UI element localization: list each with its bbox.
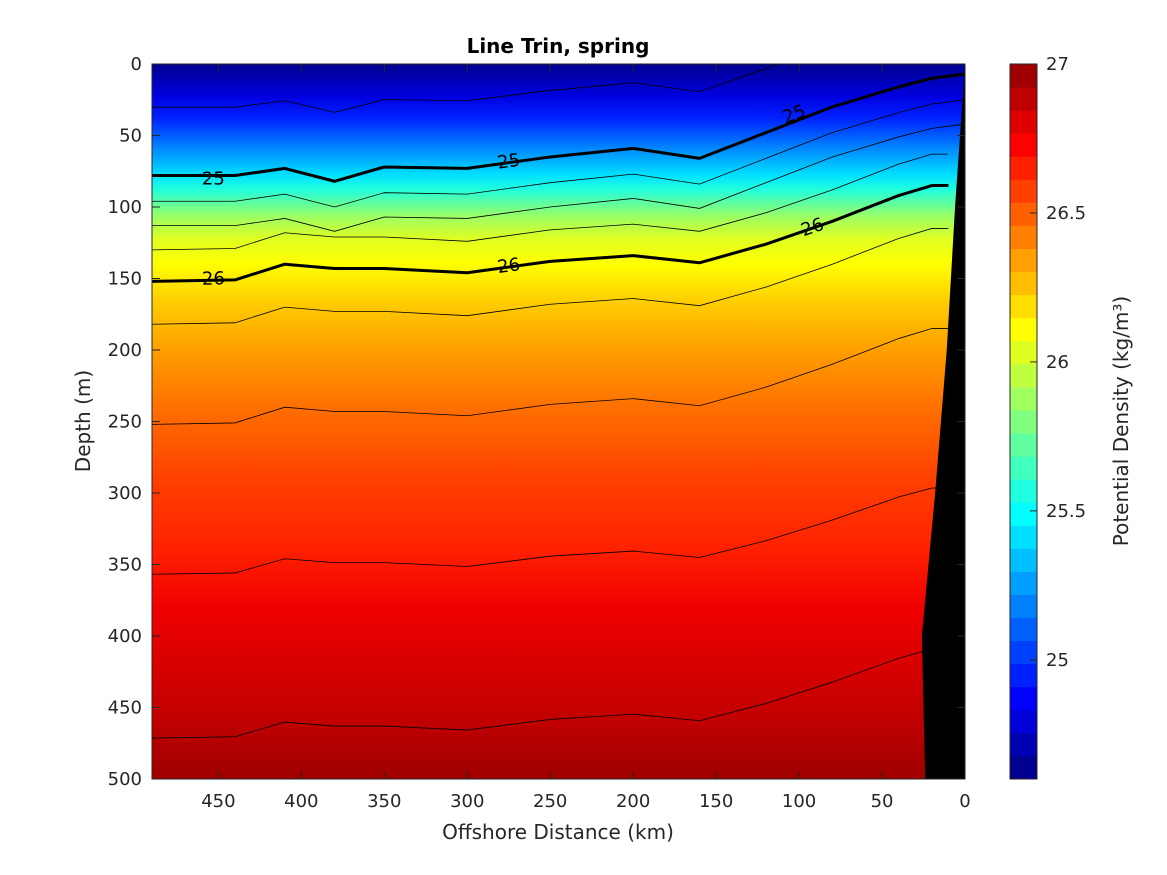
y-tick-label: 50 <box>119 126 142 147</box>
y-tick-label: 400 <box>108 626 142 647</box>
y-axis: 0 50 100 150 200 250 300 350 400 450 500 <box>108 54 965 790</box>
y-tick-label: 0 <box>131 54 142 75</box>
colorbar-tick-label: 25.5 <box>1046 501 1086 522</box>
x-tick-label: 300 <box>450 791 484 812</box>
colorbar-swatch <box>1010 732 1037 757</box>
y-axis-label: Depth (m) <box>71 370 95 472</box>
colorbar-swatch <box>1010 479 1037 503</box>
x-tick-label: 450 <box>201 791 235 812</box>
colorbar-frame <box>1009 63 1038 780</box>
colorbar-swatch <box>1010 686 1037 711</box>
colorbar-swatch <box>1010 225 1037 250</box>
colorbar-swatch <box>1010 386 1037 411</box>
colorbar-swatch <box>1010 64 1037 88</box>
contour-label-1: 26 <box>202 268 225 289</box>
colorbar-swatch <box>1010 110 1037 134</box>
x-tick-label: 400 <box>284 791 318 812</box>
colorbar-axis: 25 25.5 26 26.5 27 <box>1030 54 1086 671</box>
isopycnal-26 <box>152 184 949 283</box>
thin-contour-line <box>152 328 949 425</box>
colorbar-swatch <box>1010 594 1037 619</box>
isopycnal-25 <box>152 72 965 183</box>
contour-label-text: 26 <box>202 268 225 289</box>
chart-title: Line Trin, spring <box>467 34 650 58</box>
thin-contour-line <box>152 123 965 232</box>
x-axis-label: Offshore Distance (km) <box>442 820 674 844</box>
density-field <box>152 64 965 779</box>
colorbar-swatch <box>1010 663 1037 688</box>
colorbar-swatch <box>1010 271 1037 296</box>
y-tick-label: 300 <box>108 483 142 504</box>
y-tick-label: 100 <box>108 197 142 218</box>
thin-contour-line <box>152 228 949 325</box>
x-tick-label: 250 <box>533 791 567 812</box>
y-tick-label: 250 <box>108 412 142 433</box>
colorbar-swatch <box>1010 317 1037 342</box>
y-tick-label: 500 <box>108 769 142 790</box>
y-tick-label: 150 <box>108 269 142 290</box>
thin-contour-line <box>152 99 965 208</box>
x-tick-label: 0 <box>959 791 970 812</box>
bottom-topography <box>921 64 965 779</box>
contour-label-text: 26 <box>496 254 522 278</box>
contour-label-text: 25 <box>496 150 522 174</box>
contour-label-2: 25 <box>496 150 522 174</box>
y-tick-label: 450 <box>108 698 142 719</box>
colorbar-swatch <box>1010 640 1037 665</box>
y-tick-label: 200 <box>108 340 142 361</box>
colorbar-swatch <box>1010 456 1037 480</box>
colorbar-swatch <box>1010 525 1037 549</box>
colorbar-tick-label: 26 <box>1046 352 1069 373</box>
contour-label-text: 25 <box>202 168 225 189</box>
thin-contour-line <box>152 487 949 575</box>
contour-label-0: 25 <box>202 168 225 189</box>
colorbar-swatch <box>1010 433 1037 457</box>
colorbar-swatch <box>1010 340 1037 365</box>
colorbar-swatch <box>1010 294 1037 319</box>
x-tick-label: 350 <box>367 791 401 812</box>
x-axis: 450 400 350 300 250 200 150 100 50 0 <box>201 64 971 812</box>
colorbar-swatch <box>1010 571 1037 595</box>
colorbar-swatch <box>1010 409 1037 434</box>
colorbar-swatch <box>1010 363 1037 388</box>
colorbar-tick-label: 27 <box>1046 54 1069 75</box>
colorbar-swatch <box>1010 709 1037 734</box>
colorbar-swatch <box>1010 248 1037 273</box>
thin-contour-line <box>152 648 949 739</box>
x-tick-label: 200 <box>616 791 650 812</box>
colorbar-label: Potential Density (kg/m³) <box>1109 296 1133 547</box>
x-tick-label: 100 <box>782 791 816 812</box>
colorbar-swatch <box>1010 548 1037 572</box>
colorbar-swatch <box>1010 87 1037 111</box>
contour-label-3: 26 <box>496 254 522 278</box>
isopycnal-lines <box>152 72 965 283</box>
colorbar-swatch <box>1010 156 1037 180</box>
x-tick-label: 150 <box>699 791 733 812</box>
colorbar-swatch <box>1010 617 1037 642</box>
colorbar-tick-label: 26.5 <box>1046 203 1086 224</box>
colorbar-swatch <box>1010 755 1037 780</box>
colorbar-swatch <box>1010 179 1037 203</box>
colorbar-swatch <box>1010 202 1037 226</box>
colorbar-swatch <box>1010 502 1037 526</box>
thin-contour-line <box>152 153 949 251</box>
colorbar <box>1010 64 1037 780</box>
y-tick-label: 350 <box>108 555 142 576</box>
thin-contour-lines <box>152 64 965 739</box>
colorbar-tick-label: 25 <box>1046 650 1069 671</box>
thin-contour-line <box>152 64 781 113</box>
colorbar-swatch <box>1010 133 1037 157</box>
x-tick-label: 50 <box>871 791 894 812</box>
